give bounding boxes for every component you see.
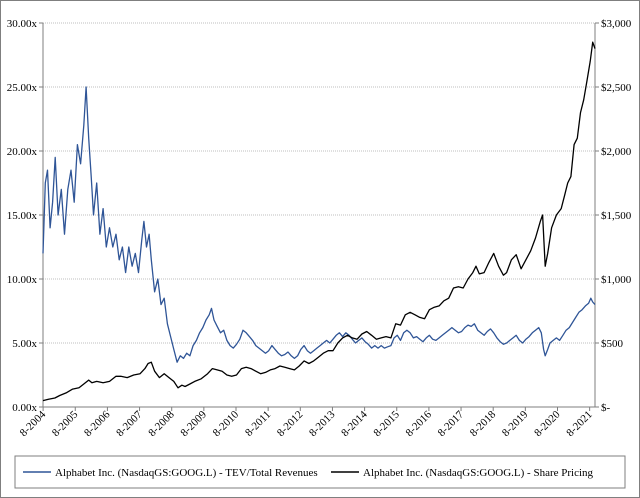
left-tick-label: 10.00x (7, 274, 38, 286)
x-tick-label: 8-2010 (211, 408, 242, 439)
series-line-ev-revenue (42, 86, 596, 363)
x-tick-label: 8-2006 (82, 408, 113, 439)
x-tick-label: 8-2018 (468, 408, 499, 439)
x-tick-label: 8-2012 (275, 409, 306, 440)
right-tick-label: $500 (601, 338, 624, 350)
x-tick-label: 8-2007 (114, 408, 145, 439)
left-tick-label: 5.00x (12, 338, 37, 350)
legend-label-ev-revenue: Alphabet Inc. (NasdaqGS:GOOG.L) - TEV/To… (55, 467, 318, 479)
right-tick-label: $2,500 (601, 82, 632, 94)
left-tick-label: 20.00x (7, 146, 38, 158)
x-tick-label: 8-2016 (403, 408, 434, 439)
x-tick-label: 8-2017 (436, 408, 467, 439)
left-tick-label: 30.00x (7, 18, 38, 30)
x-tick-label: 8-2021 (564, 409, 595, 440)
x-tick-label: 8-2019 (500, 408, 531, 439)
left-tick-label: 25.00x (7, 82, 38, 94)
right-tick-label: $2,000 (601, 146, 632, 158)
x-tick-label: 8-2013 (307, 408, 338, 439)
gridlines (43, 22, 595, 344)
left-axis-ticks: 0.00x 5.00x 10.00x 15.00x 20.00x 25.00x 30.00x (7, 18, 43, 414)
right-tick-label: $1,500 (601, 210, 632, 222)
x-tick-label: 8-2008 (146, 408, 177, 439)
left-tick-label: 0.00x (12, 402, 37, 414)
x-tick-label: 8-2015 (371, 408, 402, 439)
x-tick-label: 8-2005 (50, 408, 81, 439)
series-line-share-price (42, 41, 596, 402)
left-tick-label: 15.00x (7, 210, 38, 222)
x-tick-label: 8-2009 (178, 408, 209, 439)
right-tick-label: $3,000 (601, 18, 632, 30)
x-axis-ticks: 8-2004 8-2005 8-2006 8-2007 8-2008 8-2009 8-20… (18, 407, 595, 439)
right-tick-label: $1,000 (601, 274, 632, 286)
legend: Alphabet Inc. (NasdaqGS:GOOG.L) - TEV/To… (14, 455, 626, 489)
x-tick-label: 8-2020 (532, 408, 563, 439)
series-lines (42, 41, 596, 402)
x-tick-label: 8-2014 (339, 408, 370, 439)
right-tick-label: $- (601, 402, 611, 414)
legend-label-share-price: Alphabet Inc. (NasdaqGS:GOOG.L) - Share … (363, 467, 594, 479)
legend-box (14, 455, 626, 489)
x-tick-label: 8-2011 (243, 409, 273, 439)
right-axis-ticks: $- $500 $1,000 $1,500 $2,000 $2,500 $3,000 (595, 18, 632, 414)
